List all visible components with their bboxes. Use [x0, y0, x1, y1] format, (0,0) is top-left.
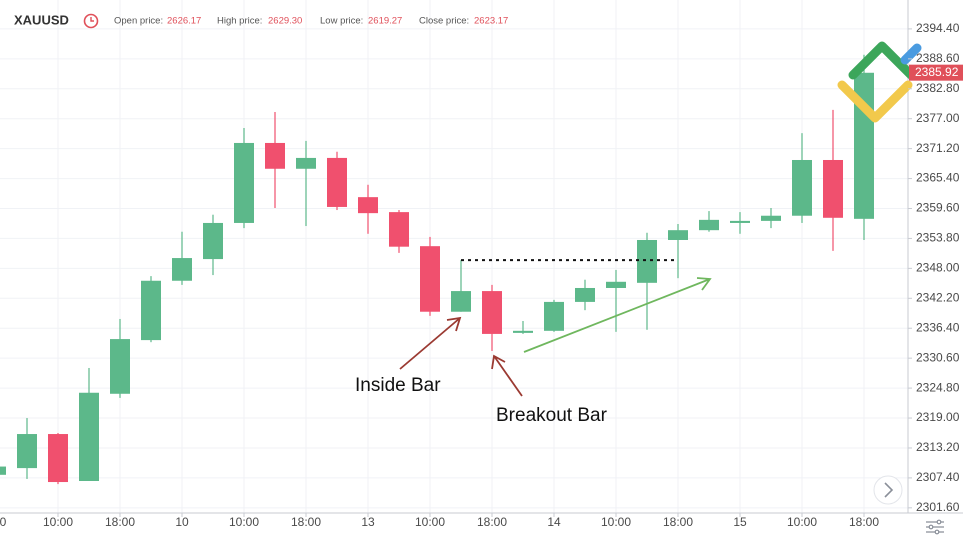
- candle-body: [48, 434, 68, 483]
- symbol: XAUUSD: [14, 12, 69, 27]
- last-price-box: [909, 64, 963, 81]
- x-tick-label: 15: [733, 515, 747, 529]
- x-tick-label: 18:00: [663, 515, 693, 529]
- y-tick-label: 2388.60: [916, 51, 960, 65]
- info-value: 2623.17: [474, 16, 508, 27]
- y-tick-label: 2342.20: [916, 290, 960, 304]
- y-tick-label: 2359.60: [916, 201, 960, 215]
- y-tick-label: 2330.60: [916, 350, 960, 364]
- candle-body: [110, 339, 130, 394]
- candle-body: [17, 434, 37, 469]
- info-value: 2629.30: [268, 16, 302, 27]
- candle-body: [420, 246, 440, 312]
- x-tick-label: 18:00: [477, 515, 507, 529]
- candle-body: [451, 291, 471, 312]
- annotation: Inside Bar: [355, 375, 441, 396]
- x-tick-label: 14: [547, 515, 561, 529]
- candle-body: [0, 466, 6, 475]
- y-tick-label: 2394.40: [916, 21, 960, 35]
- candle-body: [482, 291, 502, 334]
- candle-body: [699, 219, 719, 231]
- candle-body: [265, 142, 285, 169]
- info-label: Open price:: [114, 16, 163, 27]
- clock-icon: [83, 13, 99, 29]
- candle-body: [606, 281, 626, 288]
- x-tick-label: 10:00: [601, 515, 631, 529]
- x-tick-label: 10:00: [415, 515, 445, 529]
- candle-body: [575, 287, 595, 302]
- candle-body: [79, 392, 99, 482]
- y-tick-label: 2371.20: [916, 141, 960, 155]
- scroll-button[interactable]: [873, 475, 903, 505]
- y-tick-label: 2319.00: [916, 410, 960, 424]
- candle-body: [141, 280, 161, 341]
- info-value: 2619.27: [368, 16, 402, 27]
- info-label: Low price:: [320, 16, 363, 27]
- candle-body: [761, 215, 781, 221]
- candle-body: [730, 220, 750, 223]
- x-tick-label: 18:00: [291, 515, 321, 529]
- x-tick-label: 18:00: [105, 515, 135, 529]
- x-tick-label: 13: [361, 515, 375, 529]
- candle-body: [668, 230, 688, 240]
- candle-body: [172, 258, 192, 281]
- candle-body: [823, 159, 843, 218]
- annotation: Breakout Bar: [496, 405, 608, 426]
- info-label: Close price:: [419, 16, 469, 27]
- last-price-label: 2385.92: [915, 65, 959, 79]
- x-tick-label: 10: [175, 515, 189, 529]
- info-value: 2626.17: [167, 16, 201, 27]
- arrows: [399, 277, 712, 397]
- y-tick-label: 2307.40: [916, 470, 960, 484]
- y-tick-label: 2324.80: [916, 380, 960, 394]
- x-tick-label: 0: [0, 515, 7, 529]
- y-tick-label: 2301.60: [916, 500, 960, 514]
- info-label: High price:: [217, 16, 262, 27]
- candle-body: [234, 142, 254, 223]
- candle-body: [544, 301, 564, 331]
- x-tick-label: 18:00: [849, 515, 879, 529]
- y-tick-label: 2313.20: [916, 440, 960, 454]
- x-tick-label: 10:00: [43, 515, 73, 529]
- y-tick-label: 2336.40: [916, 320, 960, 334]
- candle-body: [513, 330, 533, 333]
- y-tick-label: 2353.80: [916, 231, 960, 245]
- candle-body: [358, 197, 378, 214]
- candle-body: [389, 212, 409, 247]
- logo: [837, 41, 922, 123]
- settings-icon[interactable]: [926, 519, 944, 535]
- x-tick-label: 10:00: [787, 515, 817, 529]
- y-tick-label: 2348.00: [916, 261, 960, 275]
- x-tick-label: 10:00: [229, 515, 259, 529]
- y-tick-label: 2365.40: [916, 171, 960, 185]
- candle-body: [327, 157, 347, 207]
- candle-body: [637, 239, 657, 283]
- candle-body: [792, 159, 812, 216]
- candle-body: [203, 222, 223, 260]
- y-tick-label: 2382.80: [916, 81, 960, 95]
- y-tick-label: 2377.00: [916, 111, 960, 125]
- candle-body: [296, 157, 316, 169]
